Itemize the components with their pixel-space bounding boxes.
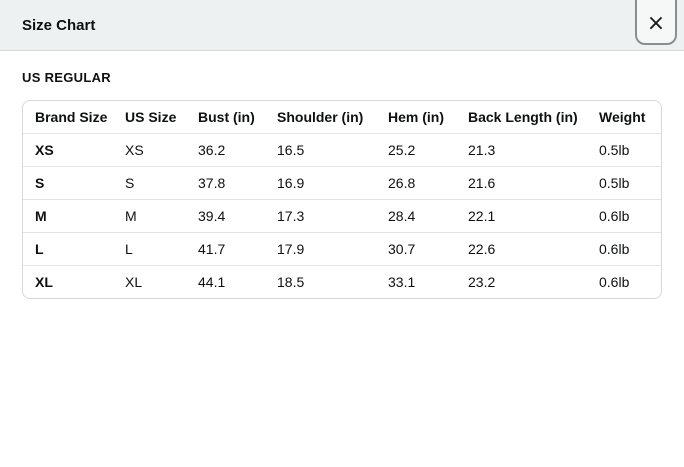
back-length-cell: 22.1 — [456, 200, 587, 233]
back-length-cell: 23.2 — [468, 274, 496, 290]
brand-size-cell: M — [23, 200, 113, 233]
brand-size-cell: XL — [35, 274, 53, 290]
table-row-m: M M 39.4 17.3 28.4 22.1 0.6lb — [23, 200, 661, 233]
bust-cell: 44.1 — [198, 274, 226, 290]
table-body: XS XS 36.2 16.5 25.2 21.3 0.5lb S S 37.8… — [23, 134, 661, 298]
back-length-cell: 21.3 — [456, 134, 587, 167]
column-header-weight: Weight — [587, 101, 661, 134]
us-size-cell: XS — [113, 134, 186, 167]
bust-cell: 41.7 — [186, 233, 265, 266]
close-icon: × — [646, 11, 666, 36]
shoulder-cell: 18.5 — [277, 274, 305, 290]
hem-cell: 33.1 — [388, 274, 416, 290]
us-size-cell: S — [113, 167, 186, 200]
us-size-cell: L — [113, 233, 186, 266]
back-length-cell: 22.6 — [456, 233, 587, 266]
shoulder-cell: 17.9 — [265, 233, 376, 266]
weight-cell: 0.6lb — [587, 200, 661, 233]
hem-cell: 26.8 — [376, 167, 456, 200]
table-row-xl: XL XL 44.1 18.5 33.1 23.2 0.6lb — [23, 266, 661, 298]
table-row-s: S S 37.8 16.9 26.8 21.6 0.5lb — [23, 167, 661, 200]
close-button[interactable]: × — [635, 0, 677, 45]
modal-title: Size Chart — [22, 16, 96, 34]
hem-cell: 28.4 — [376, 200, 456, 233]
weight-cell: 0.5lb — [587, 167, 661, 200]
column-header-hem: Hem (in) — [376, 101, 456, 134]
column-header-shoulder: Shoulder (in) — [265, 101, 376, 134]
size-chart-table: Brand Size US Size Bust (in) Shoulder (i… — [22, 100, 662, 299]
hem-cell: 30.7 — [376, 233, 456, 266]
shoulder-cell: 16.5 — [265, 134, 376, 167]
column-header-brand-size: Brand Size — [23, 101, 113, 134]
us-size-cell: XL — [125, 274, 143, 290]
section-title: US REGULAR — [22, 70, 111, 85]
column-header-us-size: US Size — [113, 101, 186, 134]
bust-cell: 39.4 — [186, 200, 265, 233]
back-length-cell: 21.6 — [456, 167, 587, 200]
header-row: Brand Size US Size Bust (in) Shoulder (i… — [23, 101, 661, 134]
column-header-bust: Bust (in) — [186, 101, 265, 134]
weight-cell: 0.6lb — [587, 233, 661, 266]
modal-header: Size Chart × — [0, 0, 684, 51]
weight-cell: 0.5lb — [587, 134, 661, 167]
brand-size-cell: S — [23, 167, 113, 200]
bust-cell: 36.2 — [186, 134, 265, 167]
brand-size-cell: L — [23, 233, 113, 266]
shoulder-cell: 16.9 — [265, 167, 376, 200]
us-size-cell: M — [113, 200, 186, 233]
modal-body: US REGULAR Brand Size US Size Bust (in) … — [0, 51, 684, 299]
brand-size-cell: XS — [23, 134, 113, 167]
column-header-back-length: Back Length (in) — [456, 101, 587, 134]
hem-cell: 25.2 — [376, 134, 456, 167]
shoulder-cell: 17.3 — [265, 200, 376, 233]
table-row-xs: XS XS 36.2 16.5 25.2 21.3 0.5lb — [23, 134, 661, 167]
table-row-l: L L 41.7 17.9 30.7 22.6 0.6lb — [23, 233, 661, 266]
bust-cell: 37.8 — [186, 167, 265, 200]
table-header: Brand Size US Size Bust (in) Shoulder (i… — [23, 101, 661, 134]
weight-cell: 0.6lb — [599, 274, 630, 290]
